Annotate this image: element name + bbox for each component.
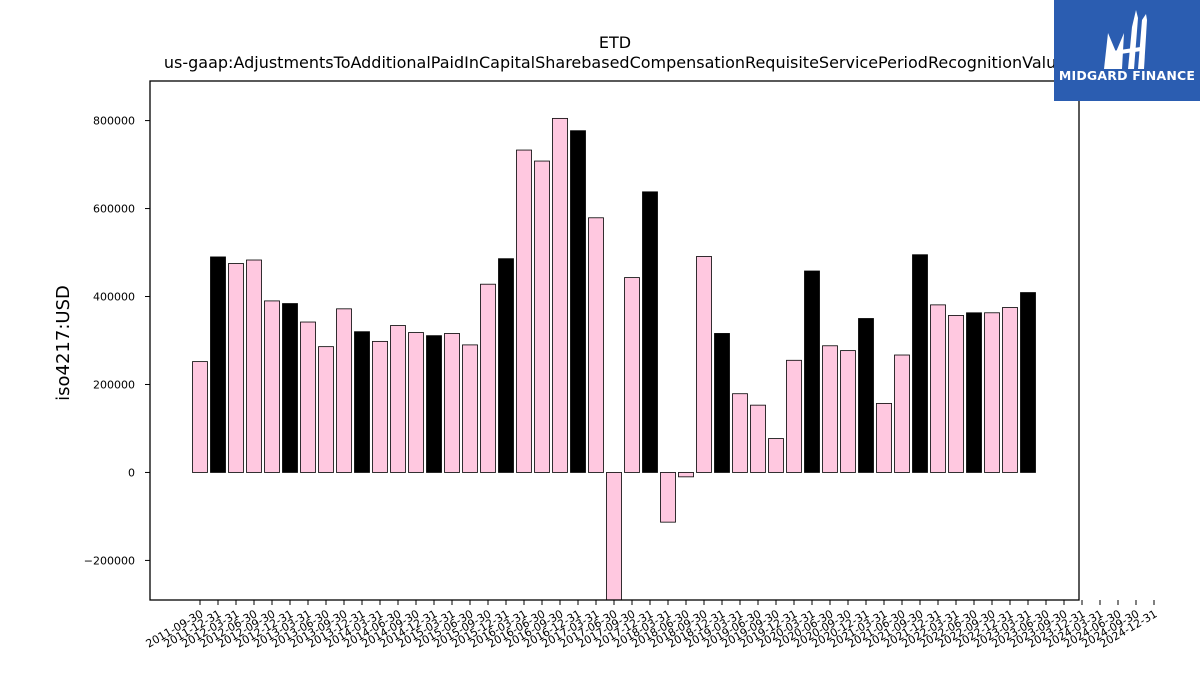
bar-2020-03-31: [804, 270, 820, 473]
bar-2020-09-30: [840, 350, 856, 473]
bar-2017-06-30: [606, 472, 622, 601]
bar-2011-09-30: [192, 361, 208, 473]
bar-2020-06-30: [822, 345, 838, 473]
bar-2019-06-30: [750, 404, 766, 473]
bar-2015-09-30: [480, 283, 496, 473]
chart-subtitle: us-gaap:AdjustmentsToAdditionalPaidInCap…: [164, 53, 1066, 72]
bar-2019-03-31: [732, 393, 748, 473]
bar-2016-12-31: [570, 130, 586, 473]
bar-2013-03-31: [300, 321, 316, 473]
y-tick-label: 200000: [93, 378, 135, 391]
bar-2016-03-31: [516, 149, 532, 473]
bar-2016-09-30: [552, 117, 568, 473]
bar-2018-12-31: [714, 333, 730, 473]
bar-2019-12-31: [786, 359, 802, 473]
bar-2021-06-30: [894, 354, 910, 473]
y-tick-label: 400000: [93, 291, 135, 304]
bar-2022-03-31: [948, 315, 964, 473]
x-axis-ticks: 2011-09-302011-12-312012-03-312012-06-30…: [144, 600, 1160, 651]
bar-2013-06-30: [318, 346, 334, 473]
bar-2022-12-31: [1002, 307, 1018, 473]
bar-2023-03-31: [1020, 292, 1036, 473]
y-axis-ticks: −200000 0 200000 400000 600000 800000: [84, 115, 150, 567]
bar-2021-09-30: [912, 254, 928, 473]
chart-title: ETD: [599, 33, 631, 52]
midgard-logo-icon: [1104, 10, 1147, 69]
plot-frame: [149, 80, 1080, 601]
bar-2015-03-31: [444, 333, 460, 473]
bar-2017-03-31: [588, 217, 604, 473]
bar-2014-06-30: [390, 325, 406, 473]
bar-2022-09-30: [984, 312, 1000, 473]
bar-2012-12-31: [282, 303, 298, 473]
y-axis-label: iso4217:USD: [53, 285, 74, 401]
bar-2012-03-31: [228, 263, 244, 473]
y-tick-label: 600000: [93, 203, 135, 216]
bar-2020-12-31: [858, 318, 874, 473]
bar-2011-12-31: [210, 256, 226, 473]
bars-group: [192, 117, 1036, 601]
bar-2014-09-30: [408, 332, 424, 473]
y-tick-label: 0: [128, 466, 135, 479]
midgard-finance-logo: MIDGARD FINANCE: [1054, 0, 1200, 101]
bar-2022-06-30: [966, 312, 982, 473]
logo-text: MIDGARD FINANCE: [1058, 68, 1196, 83]
bar-2013-09-30: [336, 308, 352, 473]
bar-2018-09-30: [696, 256, 712, 473]
bar-2015-06-30: [462, 344, 478, 473]
bar-2017-12-31: [642, 191, 658, 473]
bar-2021-12-31: [930, 304, 946, 473]
bar-2016-06-30: [534, 160, 550, 473]
bar-2015-12-31: [498, 258, 514, 473]
bar-2021-03-31: [876, 402, 892, 473]
y-tick-label: 800000: [93, 115, 135, 128]
bar-2014-12-31: [426, 335, 442, 473]
bar-2013-12-31: [354, 331, 370, 473]
bar-2017-09-30: [624, 277, 640, 473]
bar-2012-06-30: [246, 259, 262, 473]
bar-2019-09-30: [768, 438, 784, 473]
y-tick-label: −200000: [84, 554, 135, 567]
bar-2018-06-30: [678, 472, 694, 478]
bar-2018-03-31: [660, 472, 676, 523]
bar-2014-03-31: [372, 340, 388, 473]
bar-2012-09-30: [264, 300, 280, 473]
